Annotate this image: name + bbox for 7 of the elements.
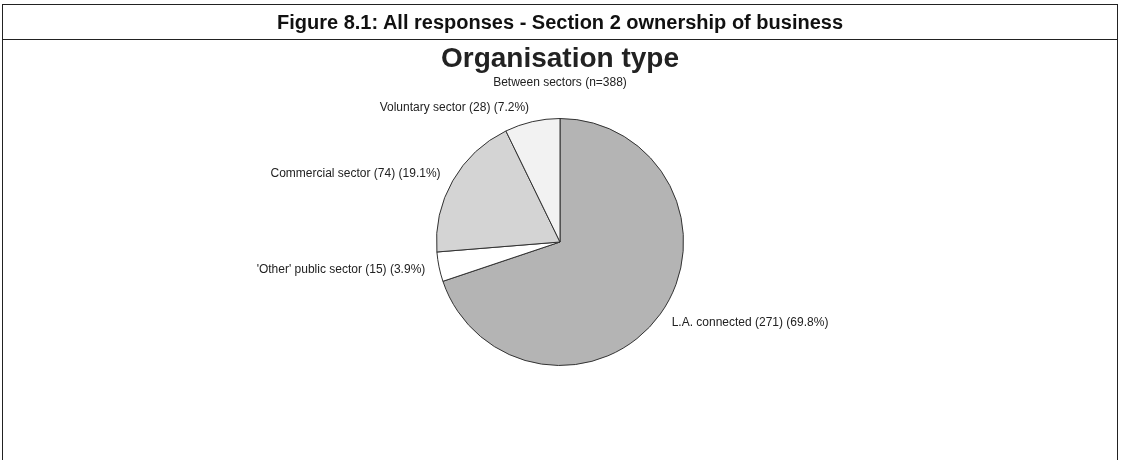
chart-subtitle: Between sectors (n=388) (492, 74, 628, 90)
chart-title: Organisation type (439, 42, 680, 74)
slice-label: Commercial sector (74) (19.1%) (270, 166, 441, 181)
slice-label: Voluntary sector (28) (7.2%) (379, 100, 530, 115)
slice-label: L.A. connected (271) (69.8%) (671, 314, 829, 329)
slice-label: 'Other' public sector (15) (3.9%) (256, 261, 426, 276)
caption: Figure 8.1: All responses - Section 2 ownership of business (3, 5, 1117, 40)
